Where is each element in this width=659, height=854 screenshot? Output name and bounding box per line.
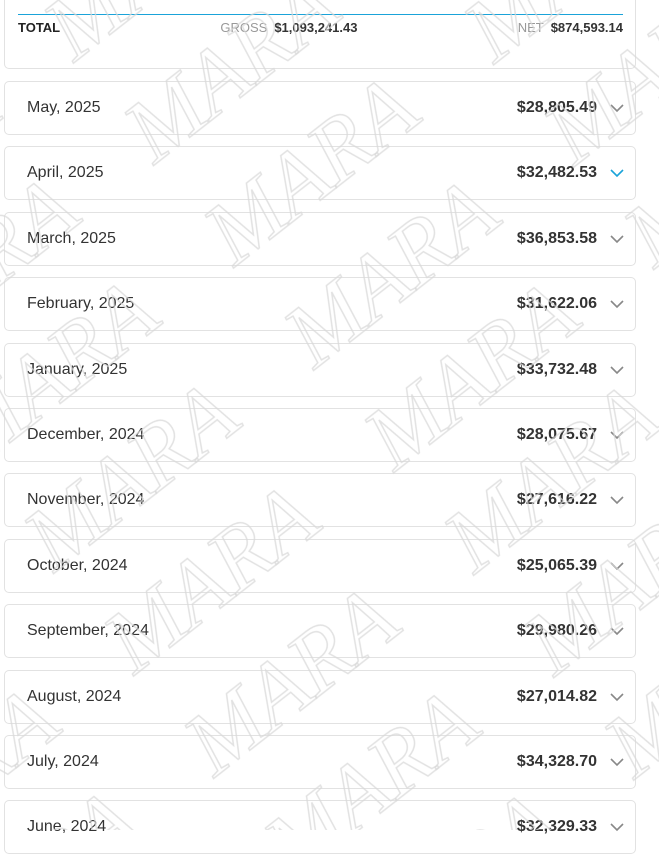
month-row[interactable]: January, 2025 $33,732.48 xyxy=(4,342,636,397)
accent-divider xyxy=(18,14,623,15)
month-name: July, 2024 xyxy=(27,753,99,770)
month-name: March, 2025 xyxy=(27,229,116,247)
month-amount: $29,980.26 xyxy=(516,622,597,640)
chevron-down-icon[interactable] xyxy=(609,822,625,832)
month-row[interactable]: July, 2024 $34,328.70 xyxy=(4,735,636,789)
month-row[interactable]: October, 2024 $25,065.39 xyxy=(4,538,636,593)
chevron-down-icon[interactable] xyxy=(609,561,625,571)
chevron-down-icon[interactable] xyxy=(609,626,625,636)
month-amount: $33,732.48 xyxy=(516,360,597,378)
chevron-down-icon[interactable] xyxy=(609,430,625,440)
total-label: TOTAL xyxy=(18,20,61,35)
month-amount: $32,482.53 xyxy=(516,164,597,182)
month-row[interactable]: September, 2024 $29,980.26 xyxy=(4,604,636,659)
month-amount: $27,014.82 xyxy=(516,687,597,705)
month-amount: $32,329.33 xyxy=(516,818,597,836)
month-amount: $28,075.67 xyxy=(516,426,597,443)
month-amount: $34,328.70 xyxy=(516,753,597,770)
month-amount: $27,616.22 xyxy=(516,491,597,509)
net-label: NET xyxy=(517,20,544,35)
month-row[interactable]: April, 2025 $32,482.53 xyxy=(4,146,636,201)
month-name: August, 2024 xyxy=(27,687,122,705)
month-name: May, 2025 xyxy=(27,99,101,116)
month-name: October, 2024 xyxy=(27,556,128,574)
month-name: June, 2024 xyxy=(27,818,107,836)
month-amount: $31,622.06 xyxy=(516,295,597,313)
month-row[interactable]: November, 2024 $27,616.22 xyxy=(4,473,636,528)
chevron-down-icon[interactable] xyxy=(609,365,625,375)
gross-label: GROSS xyxy=(220,20,268,35)
total-card: TOTAL GROSS $1,093,241.43 NET $874,593.1… xyxy=(4,0,636,69)
month-amount: $28,805.49 xyxy=(516,99,597,116)
month-name: November, 2024 xyxy=(27,491,145,509)
chevron-down-icon[interactable] xyxy=(609,757,625,767)
month-name: April, 2025 xyxy=(27,164,104,182)
month-row[interactable]: June, 2024 $32,329.33 xyxy=(4,800,636,854)
month-row[interactable]: May, 2025 $28,805.49 xyxy=(4,81,636,135)
month-row[interactable]: March, 2025 $36,853.58 xyxy=(4,211,636,266)
chevron-down-icon[interactable] xyxy=(609,495,625,505)
month-name: September, 2024 xyxy=(27,622,149,640)
month-amount: $36,853.58 xyxy=(516,229,597,247)
month-name: December, 2024 xyxy=(27,426,145,443)
chevron-down-icon[interactable] xyxy=(609,234,625,244)
month-name: January, 2025 xyxy=(27,360,128,378)
chevron-down-icon[interactable] xyxy=(609,103,625,113)
chevron-down-icon[interactable] xyxy=(609,168,625,178)
month-row[interactable]: February, 2025 $31,622.06 xyxy=(4,277,636,332)
net-value: $874,593.14 xyxy=(550,20,623,35)
month-row[interactable]: August, 2024 $27,014.82 xyxy=(4,669,636,724)
gross-value: $1,093,241.43 xyxy=(274,20,358,35)
month-row[interactable]: December, 2024 $28,075.67 xyxy=(4,408,636,462)
month-name: February, 2025 xyxy=(27,295,135,313)
chevron-down-icon[interactable] xyxy=(609,692,625,702)
month-amount: $25,065.39 xyxy=(516,556,597,574)
chevron-down-icon[interactable] xyxy=(609,299,625,309)
